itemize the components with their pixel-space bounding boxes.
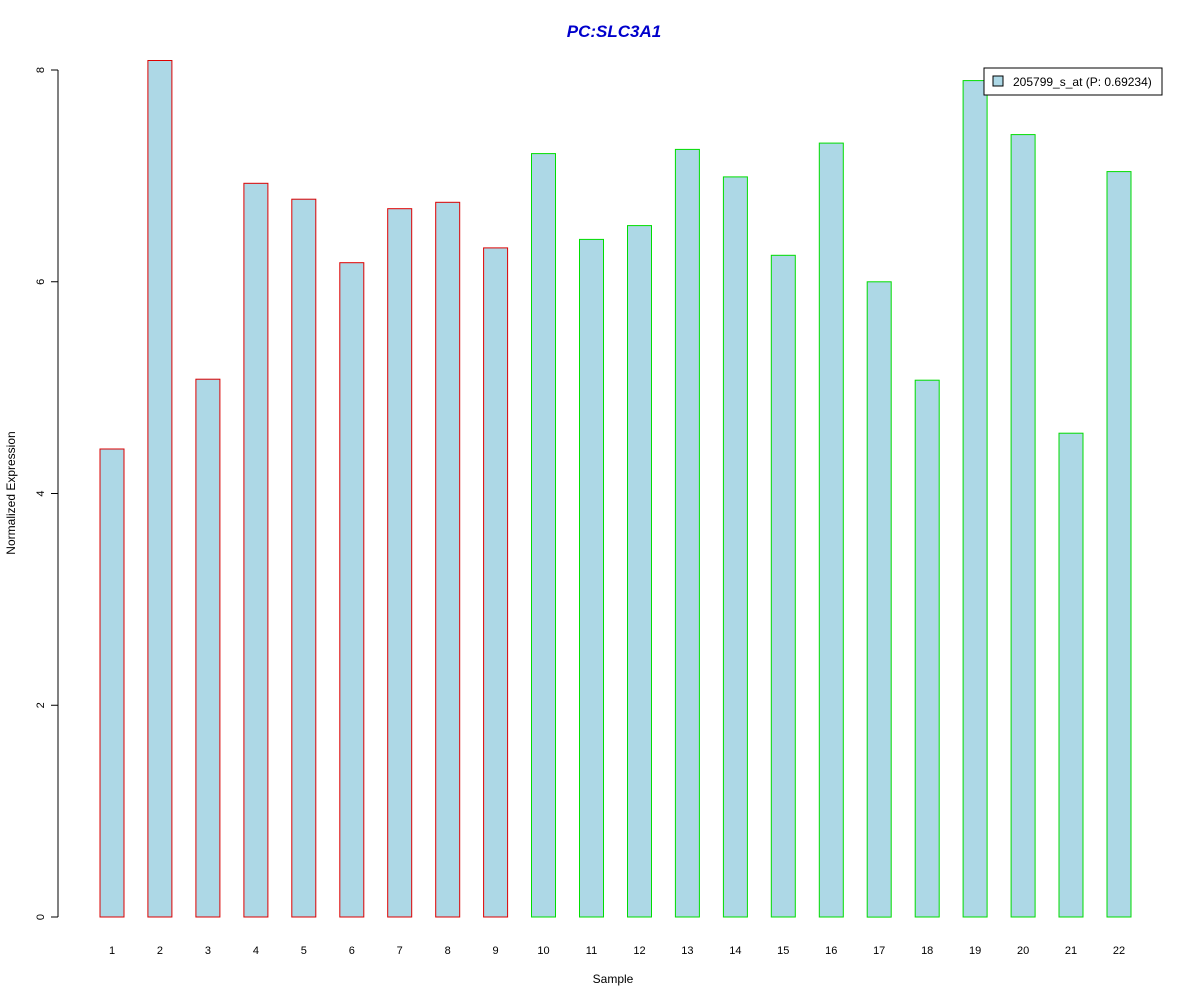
y-tick-label: 0 [35,914,47,920]
y-tick-label: 4 [35,490,47,496]
chart-title: PC:SLC3A1 [567,22,661,41]
x-tick-label: 5 [301,945,307,957]
bar-sample-17 [866,281,892,918]
x-axis-label: Sample [593,972,634,986]
x-tick-labels: 1 2 3 4 5 6 7 8 9 10 11 12 13 14 15 16 17 18 19 20 21 22 [109,945,1125,957]
bar-sample-5 [291,198,317,918]
x-tick-label: 3 [205,945,211,957]
bar-sample-15 [770,254,796,918]
y-tick-label: 6 [35,279,47,285]
bar-sample-3 [195,378,221,918]
bar-sample-21 [1058,432,1084,918]
y-axis-label: Normalized Expression [4,431,18,554]
x-tick-label: 12 [633,945,645,957]
bar-sample-20 [1010,134,1036,918]
bar-sample-7 [387,208,413,918]
x-tick-label: 7 [397,945,403,957]
x-tick-label: 4 [253,945,259,957]
bar-sample-16 [818,142,844,918]
bar-sample-1 [99,448,125,918]
bar-sample-19 [962,80,988,918]
bar-sample-10 [531,153,556,918]
y-tick-label: 2 [35,702,47,708]
x-tick-label: 17 [873,945,885,957]
legend: 205799_s_at (P: 0.69234) [983,67,1163,96]
bar-sample-12 [627,225,652,918]
bar-sample-6 [339,262,365,918]
x-tick-label: 11 [586,945,597,957]
x-tick-label: 18 [921,945,933,957]
x-tick-label: 15 [777,945,789,957]
y-axis: 0 2 4 6 8 [35,67,59,920]
bar-sample-4 [243,182,269,918]
x-tick-label: 1 [109,945,115,957]
x-tick-label: 8 [445,945,451,957]
x-tick-label: 9 [493,945,499,957]
legend-label: 205799_s_at (P: 0.69234) [1013,75,1152,89]
x-tick-label: 22 [1113,945,1125,957]
x-tick-label: 14 [729,945,741,957]
x-tick-label: 20 [1017,945,1029,957]
bar-sample-8 [435,201,461,918]
y-ticks: 0 2 4 6 8 [35,67,58,920]
x-tick-label: 19 [969,945,981,957]
x-tick-label: 6 [349,945,355,957]
x-tick-label: 10 [537,945,549,957]
y-tick-label: 8 [35,67,47,73]
bar-sample-18 [914,379,940,918]
bar-sample-11 [579,238,604,918]
x-tick-label: 21 [1065,945,1077,957]
legend-swatch [992,75,1004,87]
legend-box [983,67,1163,96]
bar-sample-2 [147,60,173,918]
bars [99,60,1132,918]
bar-sample-13 [674,148,700,918]
bar-sample-9 [483,247,509,918]
x-tick-label: 16 [825,945,837,957]
x-tick-label: 13 [681,945,693,957]
bar-sample-14 [722,176,748,918]
bar-sample-22 [1106,171,1132,918]
x-tick-label: 2 [157,945,163,957]
